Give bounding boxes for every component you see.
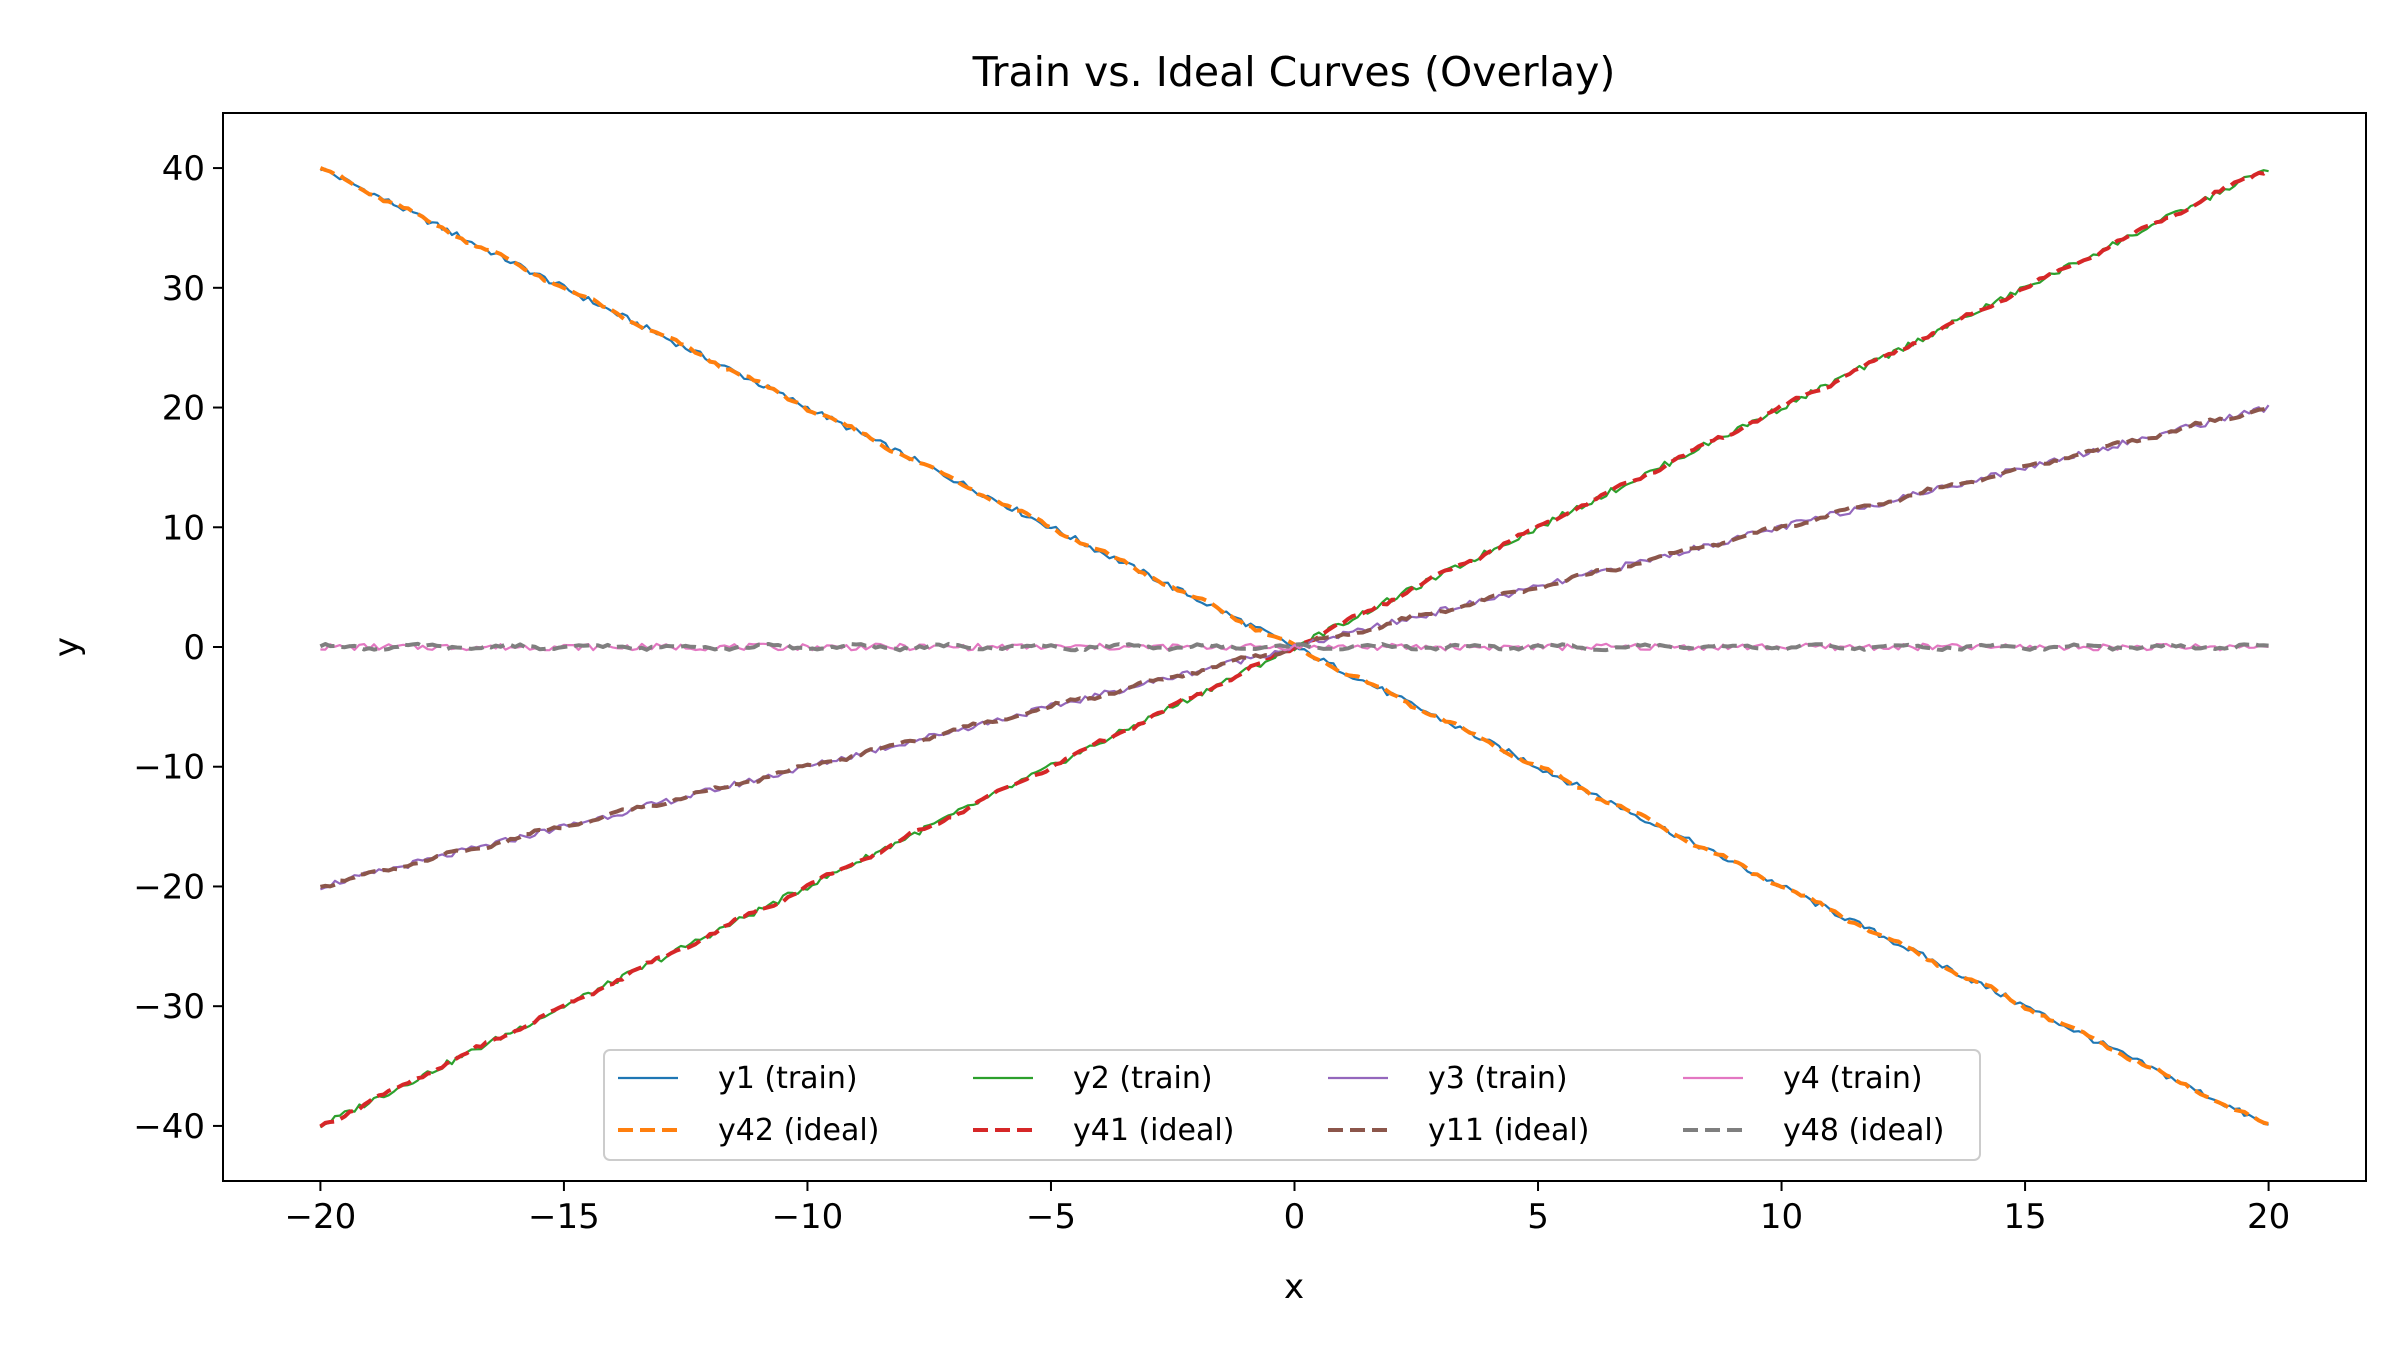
legend-label: y2 (train) (1073, 1061, 1213, 1096)
series-layer (319, 166, 2270, 1129)
x-tick-label: 10 (1760, 1197, 1803, 1237)
series-line-y4 (320, 642, 2269, 652)
legend-label: y42 (ideal) (718, 1113, 879, 1148)
x-tick-label: 5 (1527, 1197, 1549, 1237)
series-line-y48 (319, 641, 2269, 653)
legend-label: y11 (ideal) (1428, 1113, 1589, 1148)
legend-label: y48 (ideal) (1783, 1113, 1944, 1148)
y-tick-label: 20 (162, 389, 205, 429)
legend: y1 (train) y2 (train) y3 (train) y4 (train)… (603, 1049, 1981, 1161)
y-tick-label: 0 (183, 628, 205, 668)
y-tick-label: 30 (162, 269, 205, 309)
y-axis-ticks: −40 −30 −20 −10 0 10 20 30 40 (133, 149, 223, 1147)
x-axis-ticks: −20 −15 −10 −5 0 5 10 15 20 (285, 1181, 2290, 1237)
x-tick-label: −20 (285, 1197, 357, 1237)
legend-label: y41 (ideal) (1073, 1113, 1234, 1148)
y-tick-label: −10 (133, 748, 205, 788)
y-tick-label: −30 (133, 987, 205, 1027)
y-tick-label: −20 (133, 867, 205, 907)
x-tick-label: 0 (1284, 1197, 1306, 1237)
chart-title: Train vs. Ideal Curves (Overlay) (972, 48, 1616, 96)
series-line-y11 (320, 405, 2270, 889)
legend-box (603, 1049, 1981, 1161)
x-tick-label: −15 (528, 1197, 600, 1237)
x-tick-label: −10 (772, 1197, 844, 1237)
x-tick-label: 20 (2247, 1197, 2290, 1237)
legend-label: y1 (train) (718, 1061, 858, 1096)
y-tick-label: 10 (162, 508, 205, 548)
y-tick-label: −40 (133, 1107, 205, 1147)
y-tick-label: 40 (162, 149, 205, 189)
x-tick-label: 15 (2003, 1197, 2046, 1237)
legend-label: y3 (train) (1428, 1061, 1568, 1096)
x-tick-label: −5 (1026, 1197, 1076, 1237)
y-axis-label: y (47, 637, 87, 657)
legend-label: y4 (train) (1783, 1061, 1923, 1096)
x-axis-label: x (1284, 1267, 1304, 1307)
